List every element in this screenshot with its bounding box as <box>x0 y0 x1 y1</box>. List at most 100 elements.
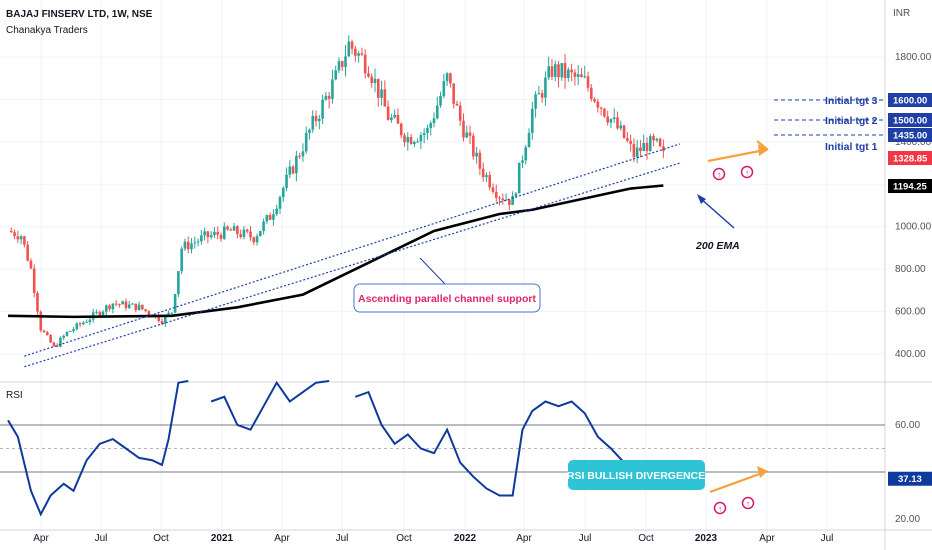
candle-body <box>511 195 514 205</box>
candle-body <box>622 125 626 138</box>
candle-body <box>491 187 495 192</box>
candle-body <box>616 117 619 129</box>
candle-body <box>186 241 190 250</box>
candle-body <box>540 93 544 98</box>
candle-body <box>393 114 396 118</box>
price-axis-tick: 600.00 <box>895 307 926 318</box>
candle-body <box>114 303 118 305</box>
candle-body <box>111 303 115 310</box>
candle-body <box>662 146 665 152</box>
time-axis-tick: Apr <box>516 533 532 544</box>
candle-body <box>36 292 39 312</box>
candle-body <box>409 137 413 145</box>
target-value-badge <box>888 128 932 142</box>
channel-callout-text: Ascending parallel channel support <box>358 293 536 305</box>
candle-body <box>501 198 505 201</box>
rsi-divergence-box <box>568 460 705 490</box>
channel-callout-pointer <box>419 257 446 285</box>
candle-body <box>524 147 528 161</box>
candle-body <box>167 312 170 316</box>
candle-body <box>570 69 573 73</box>
target-value: 1500.00 <box>893 116 927 127</box>
candle-body <box>504 199 508 201</box>
candle-body <box>347 41 351 57</box>
candle-body <box>485 175 488 178</box>
candle-body <box>190 243 193 250</box>
price-arrow-head <box>758 144 768 156</box>
candle-body <box>141 304 144 310</box>
candle-body <box>455 103 459 106</box>
candle-body <box>553 64 557 77</box>
channel-upper-line <box>24 143 680 357</box>
candle-body <box>390 117 393 121</box>
candle-body <box>157 315 161 322</box>
candle-body <box>213 231 216 236</box>
candle-body <box>124 301 128 308</box>
target-value: 1600.00 <box>893 96 927 107</box>
candle-body <box>547 66 550 78</box>
candle-body <box>42 330 46 333</box>
candle-body <box>16 236 20 240</box>
candle-body <box>596 101 600 108</box>
candle-body <box>593 98 596 102</box>
candle-body <box>163 315 167 324</box>
rsi-last-value: 37.13 <box>898 474 922 485</box>
candle-body <box>373 78 377 83</box>
candle-body <box>321 99 324 119</box>
rsi-arrow-line <box>709 470 766 494</box>
candle-body <box>609 119 613 123</box>
time-axis-tick: Oct <box>396 533 412 544</box>
candle-body <box>62 335 66 338</box>
candle-body <box>560 63 564 78</box>
target-value-badge <box>888 113 932 127</box>
candle-body <box>527 132 531 148</box>
candle-body <box>534 94 537 109</box>
candle-body <box>632 143 636 158</box>
last-price-badge <box>888 151 932 165</box>
price-axis-tick: 1400.00 <box>895 137 932 148</box>
candle-body <box>285 174 288 188</box>
candle-body <box>134 303 138 311</box>
price-axis-tick: 1000.00 <box>895 222 932 233</box>
candle-body <box>259 230 262 237</box>
candle-body <box>606 116 609 123</box>
candle-body <box>481 168 485 178</box>
candle-body <box>370 76 374 83</box>
candle-body <box>386 106 390 121</box>
candle-body <box>55 345 59 347</box>
candle-body <box>603 108 606 117</box>
candle-body <box>29 260 33 269</box>
candle-body <box>468 132 472 136</box>
candle-body <box>121 301 124 305</box>
time-axis-tick: 2021 <box>211 533 234 544</box>
time-axis-tick: Jul <box>95 533 108 544</box>
ema-price-value: 1194.25 <box>893 182 928 193</box>
candle-body <box>265 215 269 222</box>
time-axis-tick: Jul <box>336 533 349 544</box>
candle-body <box>278 197 282 209</box>
rsi-divergence-marker-icon <box>713 501 727 515</box>
candle-body <box>350 41 354 49</box>
candle-body <box>642 143 646 152</box>
candle-body <box>413 141 416 145</box>
candle-body <box>537 93 541 95</box>
marker-arrow-icon: ↑ <box>745 169 749 178</box>
candle-body <box>589 87 593 99</box>
chart-title: BAJAJ FINSERV LTD, 1W, NSE <box>6 9 153 20</box>
candle-body <box>281 187 285 198</box>
candle-body <box>304 133 308 152</box>
candle-body <box>599 107 603 109</box>
channel-callout-box <box>353 283 541 313</box>
candle-body <box>209 235 213 238</box>
candle-body <box>52 342 56 346</box>
ema-callout-text: 200 EMA <box>695 240 740 252</box>
candle-body <box>170 312 174 314</box>
candle-body <box>406 137 410 143</box>
time-axis-tick: Jul <box>579 533 592 544</box>
candle-body <box>318 118 321 122</box>
target-label: Initial tgt 1 <box>825 141 878 153</box>
candle-body <box>301 151 305 157</box>
candle-body <box>367 73 370 77</box>
candle-body <box>98 311 102 316</box>
